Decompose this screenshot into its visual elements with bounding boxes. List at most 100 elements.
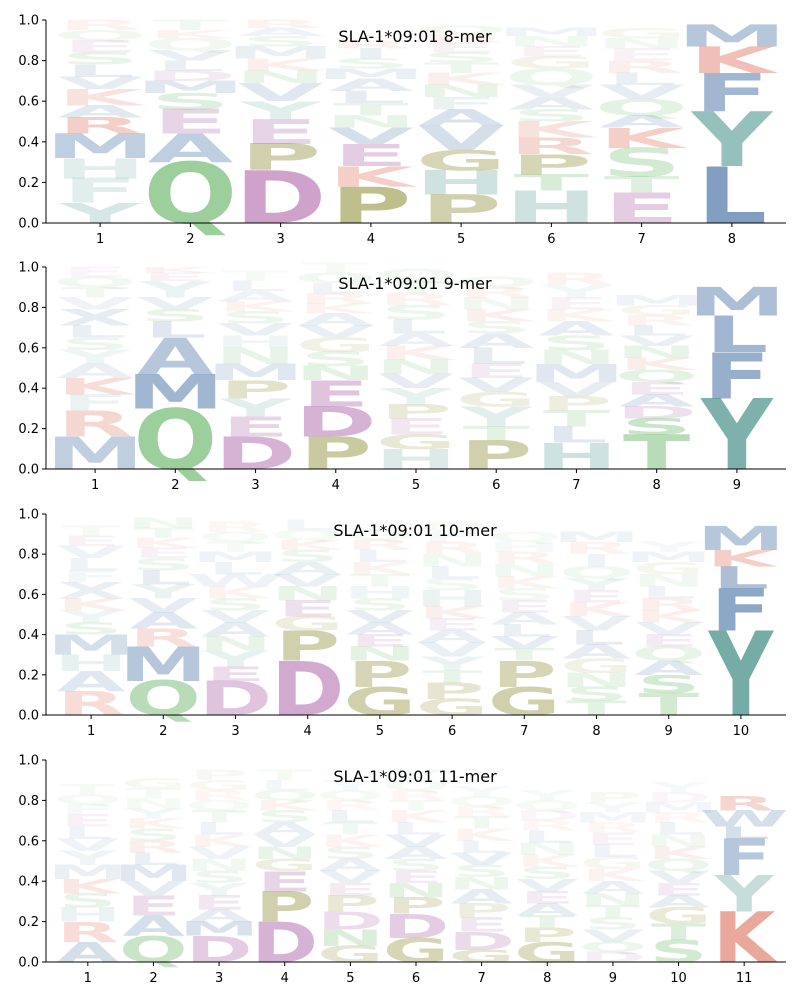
logo-letter: R — [201, 519, 269, 535]
logo-letter: V — [57, 73, 143, 93]
logo-letter: N — [645, 831, 712, 850]
y-tick-label: 0.2 — [18, 668, 39, 683]
logo-letter: G — [120, 775, 186, 791]
logo-letter: L — [606, 69, 677, 89]
logo-letter: A — [599, 112, 685, 132]
logo-letter: E — [350, 632, 411, 651]
logo-letter: G — [616, 303, 697, 319]
logo-letter: K — [57, 875, 123, 897]
logo-letter: G — [271, 613, 344, 636]
logo-letter: R — [458, 285, 534, 301]
logo-letter: Q — [54, 792, 123, 808]
logo-letter: M — [625, 549, 713, 565]
logo-letter: Q — [316, 787, 385, 803]
logo-letter: N — [214, 344, 296, 370]
logo-letter: E — [126, 890, 181, 922]
logo-letter: E — [422, 616, 483, 635]
logo-letter: V — [57, 543, 127, 562]
x-tick-label: 1 — [96, 232, 104, 247]
y-tick-label: 0.6 — [18, 95, 39, 110]
logo-letter: V — [562, 613, 631, 636]
logo-letter: R — [562, 539, 630, 558]
logo-letter: E — [60, 811, 115, 830]
logo-letter: F — [422, 529, 483, 545]
logo-letter: K — [273, 537, 346, 553]
logo-letter: K — [582, 866, 647, 885]
logo-letter: T — [566, 697, 627, 720]
logo-letter: P — [190, 767, 249, 783]
x-tick-label: 5 — [412, 478, 420, 493]
logo-letter: M — [677, 19, 787, 54]
logo-letter: L — [705, 307, 768, 364]
logo-letter: T — [126, 785, 182, 801]
logo-letter: R — [490, 549, 558, 568]
logo-letter: D — [383, 907, 450, 946]
logo-letter: V — [57, 294, 134, 313]
logo-letter: E — [454, 914, 509, 936]
logo-letter: T — [60, 781, 116, 797]
logo-letter: K — [689, 39, 779, 81]
logo-letter: N — [198, 633, 272, 656]
logo-letter: H — [487, 539, 561, 555]
logo-letter: K — [713, 898, 778, 979]
logo-letter: Q — [513, 798, 582, 814]
logo-letter: N — [251, 844, 318, 863]
logo-letter: A — [634, 657, 703, 680]
logo-letter: A — [378, 330, 455, 349]
logo-panel-9mer: MRFKAYSLXVTQEQMALSVYEKDEYPMNHVSKALTPDENS… — [18, 260, 786, 493]
logo-letter: S — [518, 864, 576, 883]
logo-letter: T — [133, 525, 194, 541]
x-tick-label: 3 — [251, 478, 259, 493]
x-tick-label: 4 — [281, 971, 289, 986]
logo-letter: G — [186, 777, 252, 793]
logo-letter: Q — [270, 527, 345, 543]
logo-letter: E — [277, 596, 338, 622]
logo-letter: N — [324, 112, 417, 132]
logo-letter: L — [522, 827, 573, 846]
logo-letter: S — [60, 49, 140, 69]
logo-letter: G — [596, 25, 687, 41]
logo-letter: N — [487, 561, 561, 580]
panel-title: SLA-1*09:01 10-mer — [333, 521, 497, 540]
logo-letter: R — [418, 539, 486, 558]
logo-letter: K — [328, 161, 419, 193]
logo-letter: S — [565, 683, 629, 706]
logo-letter: L — [259, 777, 310, 793]
logo-letter: M — [45, 127, 155, 166]
logo-letter: W — [700, 806, 789, 832]
logo-letter: M — [191, 549, 279, 565]
logo-letter: G — [376, 431, 457, 454]
logo-panel-8mer: YFHMRAKVLSEQRQAESMDLVQKTDPEYVNKMSARPKEVN… — [18, 14, 787, 248]
logo-letter: E — [514, 44, 590, 60]
logo-letter: E — [142, 271, 209, 284]
x-tick-label: 7 — [637, 232, 645, 247]
logo-letter: V — [508, 82, 594, 102]
logo-letter: R — [385, 787, 447, 803]
logo-letter: Y — [700, 380, 774, 493]
logo-letter: R — [328, 38, 413, 51]
logo-letter: L — [456, 838, 507, 857]
logo-letter: P — [540, 392, 612, 415]
logo-letter: E — [638, 632, 699, 651]
logo-letter: K — [385, 807, 450, 826]
logo-letter: H — [54, 153, 147, 185]
logo-letter: K — [707, 546, 780, 572]
logo-letter: K — [319, 831, 384, 850]
logo-letter: P — [420, 679, 485, 705]
logo-letter: R — [188, 787, 250, 803]
logo-letter: E — [520, 888, 575, 907]
logo-letter: T — [153, 17, 229, 33]
logo-letter: M — [126, 365, 224, 420]
logo-letter: Q — [185, 798, 254, 814]
logo-letter: V — [273, 571, 343, 590]
logo-letter: A — [217, 289, 294, 305]
logo-letter: A — [458, 330, 534, 353]
logo-letter: K — [450, 825, 515, 844]
